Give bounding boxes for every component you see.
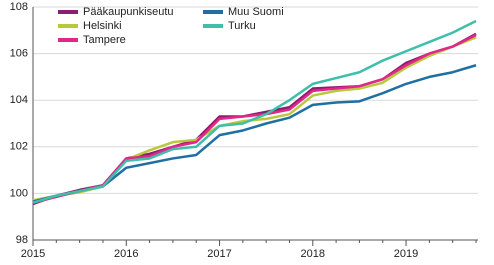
y-tick-label: 98: [16, 234, 28, 246]
line-series: [32, 19, 477, 204]
legend-label: Muu Suomi: [228, 6, 284, 18]
y-tick-label: 108: [10, 1, 28, 13]
y-tick-label: 100: [10, 187, 28, 199]
x-tick-label: 2015: [21, 248, 45, 260]
x-tick-label: 2017: [207, 248, 231, 260]
legend-label: Turku: [228, 20, 256, 32]
x-tick-label: 2016: [114, 248, 138, 260]
x-tick-label: 2018: [301, 248, 325, 260]
legend-label: Tampere: [83, 34, 126, 46]
y-tick-label: 102: [10, 141, 28, 153]
line-series: [32, 64, 477, 203]
y-tick-label: 106: [10, 48, 28, 60]
x-tick-label: 2019: [394, 248, 418, 260]
legend-label: Pääkaupunkiseutu: [83, 6, 174, 18]
legend-label: Helsinki: [83, 20, 122, 32]
y-tick-label: 104: [10, 94, 28, 106]
